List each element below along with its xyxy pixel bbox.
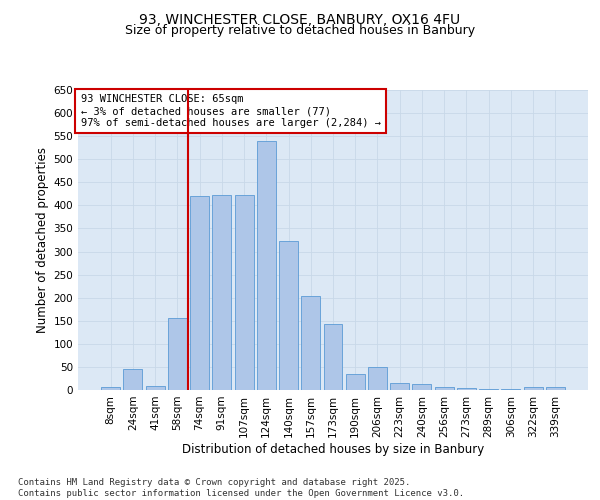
Bar (435, 387, 454, 390)
Bar (346, 374, 365, 390)
Bar (524, 387, 542, 390)
Bar (146, 386, 164, 390)
Bar (101, 387, 120, 390)
Bar (502, 389, 520, 390)
Bar (301, 296, 320, 390)
Y-axis label: Number of detached properties: Number of detached properties (36, 147, 49, 333)
Bar (479, 388, 498, 390)
Bar (390, 383, 409, 390)
Bar (124, 369, 142, 390)
Bar (168, 318, 187, 390)
Bar (457, 388, 476, 390)
Bar (279, 241, 298, 390)
Bar (212, 195, 231, 390)
Text: 93, WINCHESTER CLOSE, BANBURY, OX16 4FU: 93, WINCHESTER CLOSE, BANBURY, OX16 4FU (139, 12, 461, 26)
Text: Size of property relative to detached houses in Banbury: Size of property relative to detached ho… (125, 24, 475, 37)
Bar (235, 195, 254, 390)
Bar (190, 196, 209, 390)
Text: 93 WINCHESTER CLOSE: 65sqm
← 3% of detached houses are smaller (77)
97% of semi-: 93 WINCHESTER CLOSE: 65sqm ← 3% of detac… (80, 94, 380, 128)
X-axis label: Distribution of detached houses by size in Banbury: Distribution of detached houses by size … (182, 442, 484, 456)
Bar (546, 387, 565, 390)
Bar (368, 367, 387, 390)
Bar (257, 141, 276, 390)
Bar (323, 324, 343, 390)
Bar (412, 384, 431, 390)
Text: Contains HM Land Registry data © Crown copyright and database right 2025.
Contai: Contains HM Land Registry data © Crown c… (18, 478, 464, 498)
